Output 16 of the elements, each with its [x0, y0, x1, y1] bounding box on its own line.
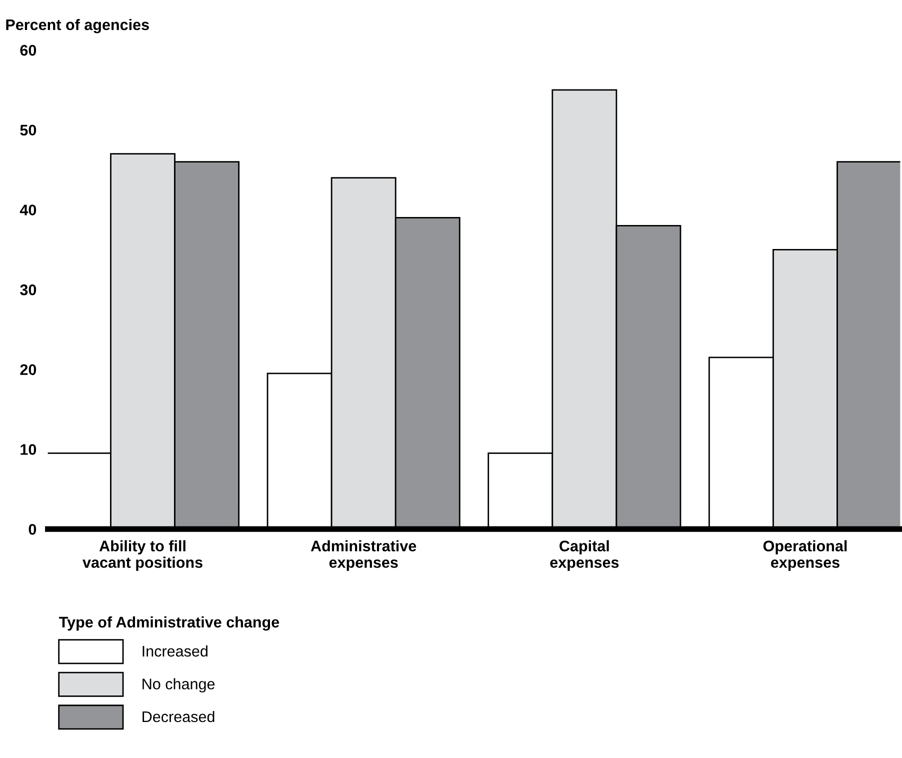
y-tick-label: 20 — [20, 364, 36, 376]
y-tick-label: 60 — [20, 44, 36, 56]
y-tick-label: 50 — [20, 124, 36, 136]
legend-label: Increased — [142, 645, 208, 657]
x-tick-label: Operational expenses — [763, 540, 847, 571]
x-tick-label: Administrative expenses — [310, 540, 416, 571]
y-tick-label: 0 — [28, 524, 36, 535]
legend-title: Type of Administrative change — [59, 616, 280, 631]
y-tick-label: 30 — [20, 284, 36, 296]
x-tick-label: Ability to fill vacant positions — [82, 540, 202, 571]
x-tick-label: Capital expenses — [550, 540, 619, 571]
y-tick-label: 40 — [20, 204, 36, 216]
y-axis-title: Percent of agencies — [6, 18, 149, 34]
legend-label: Decreased — [142, 710, 214, 722]
legend-label: No change — [142, 678, 215, 692]
y-tick-label: 10 — [20, 444, 36, 455]
